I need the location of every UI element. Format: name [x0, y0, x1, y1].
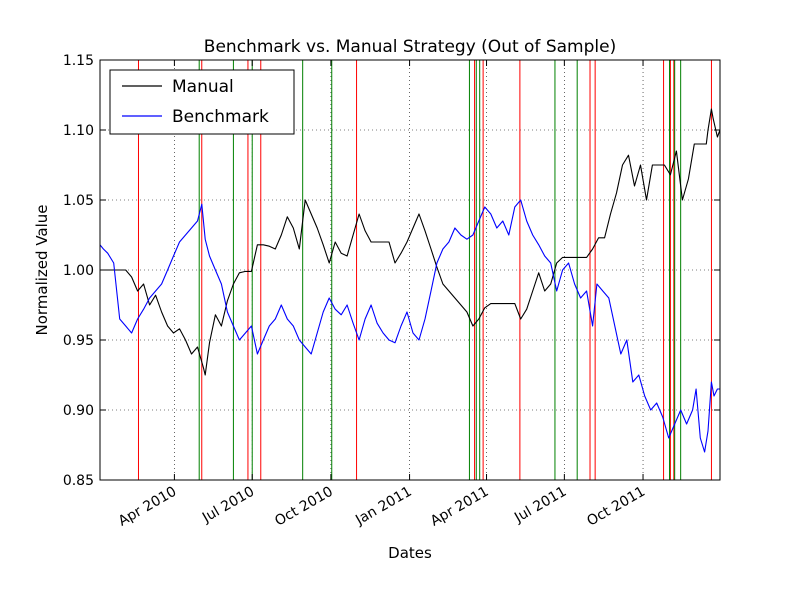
legend-label-benchmark: Benchmark [172, 107, 269, 127]
legend-label-manual: Manual [172, 77, 234, 97]
y-tick-label: 1.05 [63, 193, 94, 209]
series-line-manual [100, 108, 721, 376]
ticks-group [100, 59, 720, 481]
y-tick-label: 0.85 [63, 473, 94, 489]
y-tick-label: 0.90 [63, 403, 94, 419]
x-tick-label: Jul 2011 [511, 484, 569, 527]
y-tick-label: 0.95 [63, 333, 94, 349]
legend: Manual Benchmark [109, 69, 295, 135]
vertical-lines-group [137, 60, 712, 480]
x-tick-label: Oct 2010 [272, 484, 336, 530]
x-tick-label: Jan 2011 [352, 484, 414, 529]
x-axis-label: Dates [388, 544, 432, 562]
series-group [99, 108, 721, 453]
x-tick-label: Jul 2010 [199, 484, 257, 527]
y-axis-label: Normalized Value [33, 204, 51, 335]
x-tick-label: Apr 2011 [428, 484, 492, 530]
chart-title: Benchmark vs. Manual Strategy (Out of Sa… [204, 37, 616, 57]
y-tick-label: 1.00 [63, 263, 94, 279]
grid-group [100, 60, 720, 480]
y-tick-label: 1.10 [63, 123, 94, 139]
series-line-benchmark [99, 199, 720, 453]
y-tick-label: 1.15 [63, 53, 94, 69]
x-tick-label: Oct 2011 [584, 484, 648, 530]
x-tick-label: Apr 2010 [116, 484, 180, 530]
legend-box [109, 69, 295, 135]
